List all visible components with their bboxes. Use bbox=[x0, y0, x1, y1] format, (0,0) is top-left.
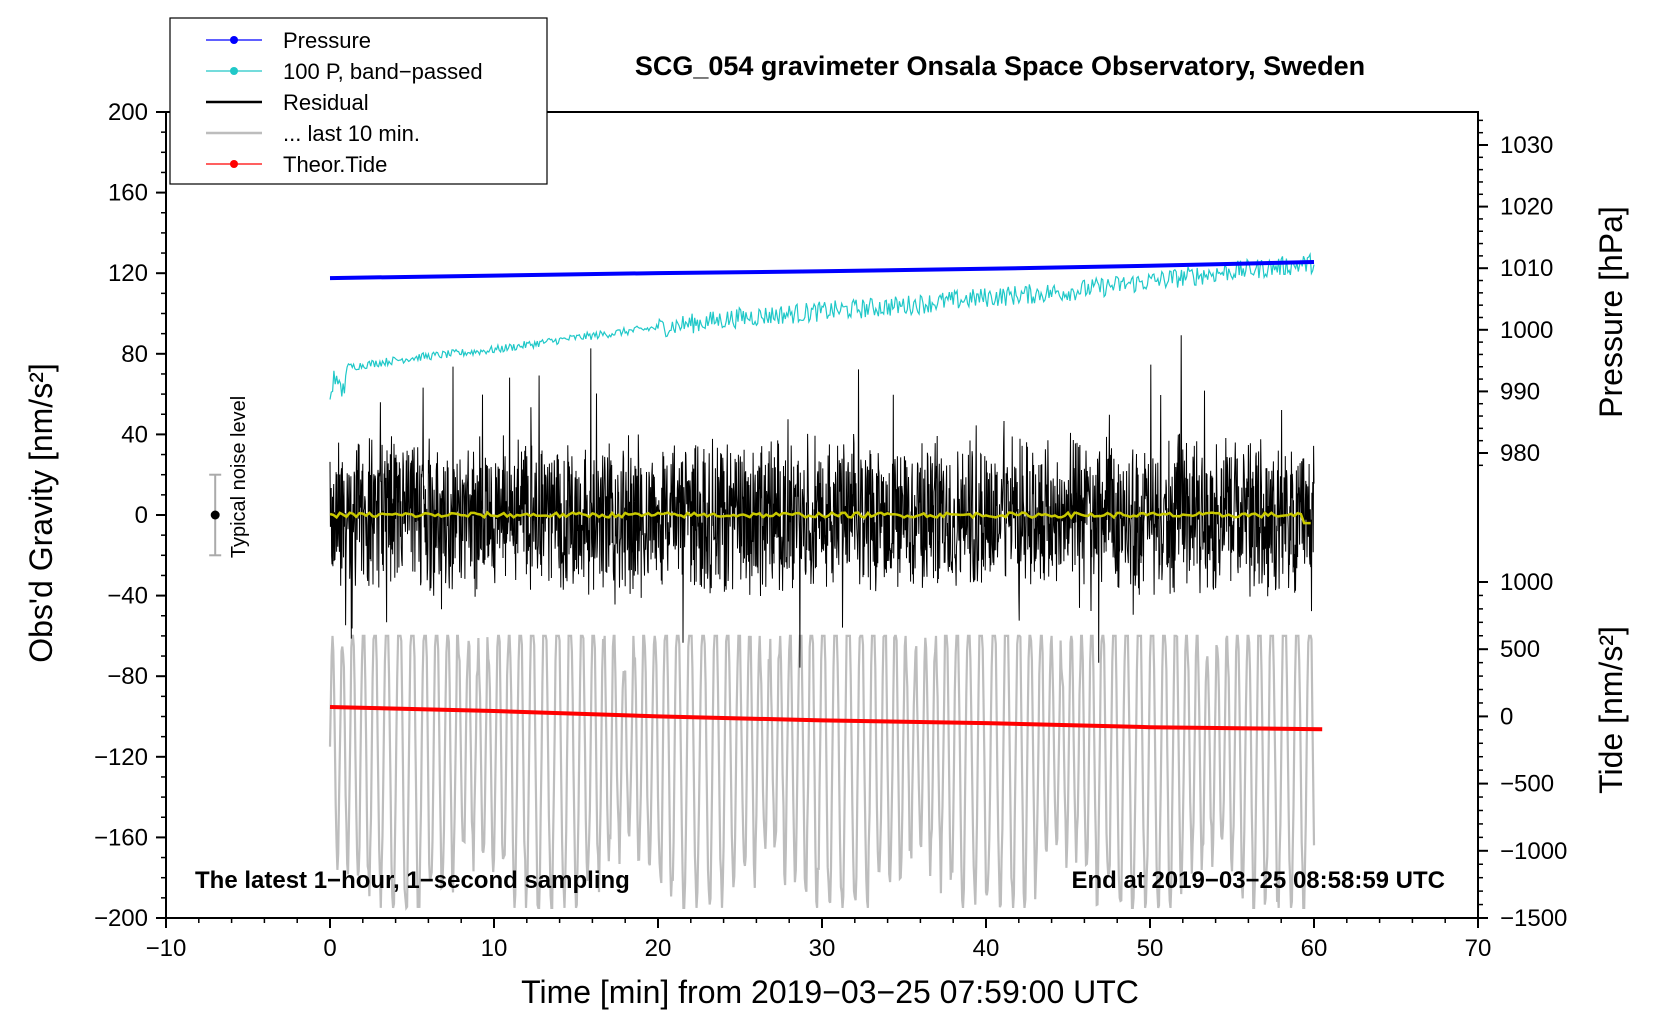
y-tick-label: −40 bbox=[107, 583, 148, 610]
x-tick-label: 20 bbox=[645, 935, 672, 962]
y-tick-label: −80 bbox=[107, 663, 148, 690]
legend-label: 100 P, band−passed bbox=[283, 59, 483, 84]
y-tick-label: −200 bbox=[94, 905, 148, 932]
x-tick-label: 10 bbox=[481, 935, 508, 962]
tide-tick-label: −500 bbox=[1500, 771, 1554, 798]
noise-level-indicator bbox=[209, 473, 222, 557]
legend-marker bbox=[230, 36, 238, 44]
legend-label: Residual bbox=[283, 90, 369, 115]
x-tick-label: 60 bbox=[1301, 935, 1328, 962]
x-tick-label: 50 bbox=[1137, 935, 1164, 962]
pressure-axis-ticks: 1030 1020 1010 1000 990 980 bbox=[1477, 112, 1553, 470]
noise-level-label: Typical noise level bbox=[228, 396, 250, 558]
y-tick-label: 0 bbox=[135, 502, 148, 529]
theoretical-tide-series-group bbox=[329, 705, 1323, 732]
legend-marker bbox=[230, 67, 238, 75]
last-10-min-line bbox=[328, 634, 1316, 911]
theoretical-tide-line bbox=[329, 705, 1323, 732]
y-tick-label: −160 bbox=[94, 824, 148, 851]
x-tick-label: 0 bbox=[323, 935, 336, 962]
legend-label: Pressure bbox=[283, 28, 371, 53]
pressure-series-group bbox=[329, 260, 1315, 281]
x-tick-label: −10 bbox=[146, 935, 187, 962]
tide-tick-label: 0 bbox=[1500, 703, 1513, 730]
legend-label: ... last 10 min. bbox=[283, 121, 420, 146]
y-tick-label: 160 bbox=[108, 180, 148, 207]
residual-line bbox=[329, 335, 1315, 668]
tide-tick-label: 500 bbox=[1500, 636, 1540, 663]
pressure-tick-label: 1010 bbox=[1500, 255, 1553, 282]
smoothed-residual-line bbox=[329, 510, 1311, 525]
tide-tick-label: −1000 bbox=[1500, 838, 1567, 865]
pressure-tick-label: 990 bbox=[1500, 378, 1540, 405]
y-tick-label: 120 bbox=[108, 260, 148, 287]
noise-bar-center-dot bbox=[210, 510, 220, 520]
tide-axis-ticks: 1000 500 0 −500 −1000 −1500 bbox=[1478, 569, 1567, 932]
x-tick-label: 40 bbox=[973, 935, 1000, 962]
y-tick-label: 200 bbox=[108, 99, 148, 126]
y-tick-label: −120 bbox=[94, 744, 148, 771]
sampling-note: The latest 1−hour, 1−second sampling bbox=[195, 867, 630, 894]
y-left-axis-title: Obs'd Gravity [nm/s²] bbox=[23, 363, 59, 663]
legend: Pressure 100 P, band−passed Residual ... la… bbox=[169, 17, 548, 185]
pressure-axis-title: Pressure [hPa] bbox=[1593, 206, 1629, 418]
tide-tick-label: −1500 bbox=[1500, 905, 1567, 932]
last-10-min-series-group bbox=[328, 634, 1316, 911]
end-time-note: End at 2019−03−25 08:58:59 UTC bbox=[1071, 867, 1445, 894]
residual-series-group bbox=[329, 335, 1315, 668]
x-axis-title: Time [min] from 2019−03−25 07:59:00 UTC bbox=[521, 974, 1139, 1010]
y-tick-label: 80 bbox=[121, 341, 148, 368]
pressure-line bbox=[329, 260, 1315, 281]
y-left-axis-ticks: 200 160 120 80 40 0 −40 −80 −120 −160 −200 bbox=[94, 99, 166, 932]
pressure-tick-label: 1020 bbox=[1500, 194, 1553, 221]
smoothed-residual-series-group bbox=[329, 510, 1311, 525]
tide-axis-title: Tide [nm/s²] bbox=[1593, 626, 1629, 794]
band-passed-pressure-series-group bbox=[329, 251, 1315, 400]
y-tick-label: 40 bbox=[121, 421, 148, 448]
tide-tick-label: 1000 bbox=[1500, 569, 1553, 596]
chart-title: SCG_054 gravimeter Onsala Space Observat… bbox=[635, 51, 1365, 81]
pressure-tick-label: 980 bbox=[1500, 440, 1540, 467]
legend-label: Theor.Tide bbox=[283, 152, 387, 177]
x-tick-label: 30 bbox=[809, 935, 836, 962]
pressure-tick-label: 1000 bbox=[1500, 317, 1553, 344]
legend-marker bbox=[230, 160, 238, 168]
x-tick-label: 70 bbox=[1465, 935, 1492, 962]
x-axis-ticks: −10 0 10 20 30 40 50 60 70 bbox=[146, 918, 1492, 962]
band-passed-pressure-line bbox=[329, 251, 1315, 400]
pressure-tick-label: 1030 bbox=[1500, 132, 1553, 159]
